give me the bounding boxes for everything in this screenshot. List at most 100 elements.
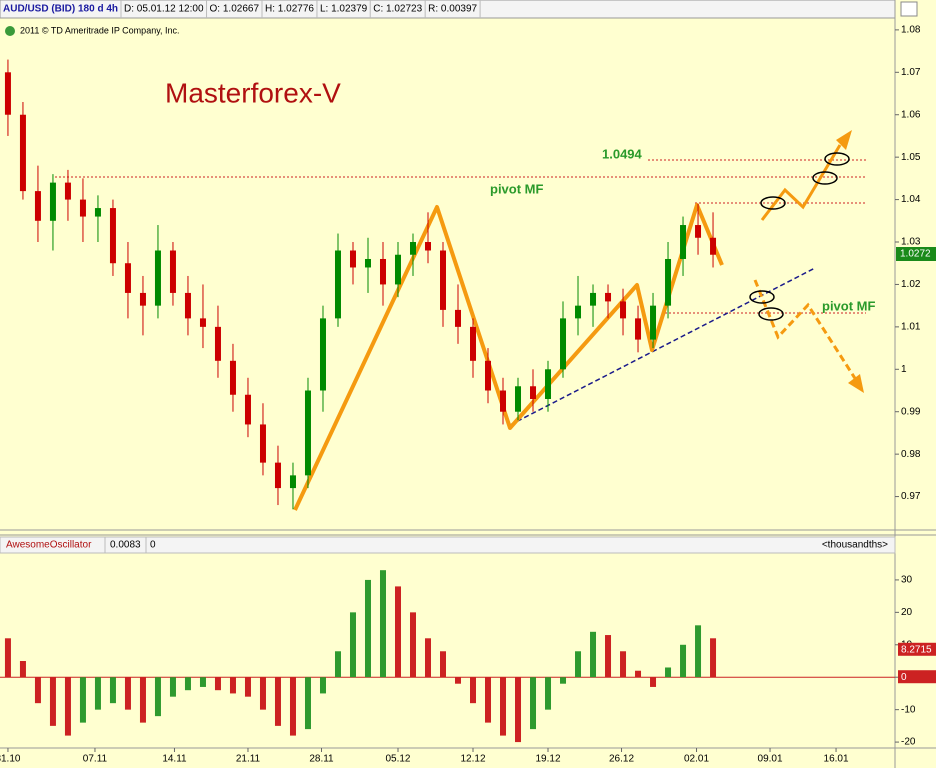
bar: [650, 677, 657, 687]
candle-body: [274, 462, 281, 489]
candle-body: [79, 199, 86, 217]
candle-body: [199, 318, 206, 327]
candle-body: [515, 386, 522, 412]
candle-body: [34, 191, 41, 221]
marker-ellipse: [758, 307, 784, 321]
bar: [124, 677, 131, 710]
bar: [229, 677, 236, 694]
marker-ellipse: [824, 152, 850, 166]
candle-body: [154, 250, 161, 306]
marker-ellipse: [812, 171, 838, 185]
candle-body: [439, 250, 446, 310]
value-tag: [898, 670, 936, 684]
y-tick-label: 0.98: [901, 449, 921, 460]
x-tick-label: 12.12: [460, 754, 485, 765]
candle-body: [124, 263, 131, 293]
header-field: L: 1.02379: [320, 4, 368, 15]
bar: [139, 677, 146, 723]
trend-line: [509, 267, 816, 426]
candle-body: [319, 318, 326, 391]
x-tick-label: 07.11: [83, 754, 108, 765]
x-tick-label: 21.11: [236, 754, 261, 765]
header-field: AUD/USD (BID) 180 d 4h: [3, 4, 118, 15]
bar: [394, 586, 401, 678]
header-field: D: 05.01.12 12:00: [124, 4, 204, 15]
bar: [94, 677, 101, 710]
candle-body: [590, 292, 597, 306]
y-tick-label: 1.03: [901, 237, 921, 248]
pivot-label: pivot MF: [490, 181, 543, 196]
header-field: C: 1.02723: [373, 4, 422, 15]
candle-body: [545, 369, 552, 399]
bar: [244, 677, 251, 697]
chart-title: Masterforex-V: [165, 77, 341, 108]
header-fields: AUD/USD (BID) 180 d 4h D: 05.01.12 12:00 O…: [3, 0, 481, 18]
y-tick-label: 1.05: [901, 152, 921, 163]
y-tick-label: 1: [901, 364, 907, 375]
marker-ellipse: [749, 290, 775, 304]
candle-body: [650, 305, 657, 340]
candle-body: [169, 250, 176, 293]
bar: [34, 677, 41, 704]
arrow-head: [848, 374, 864, 393]
copyright: 2011 © TD Ameritrade IP Company, Inc.: [20, 25, 180, 35]
bar: [439, 651, 446, 678]
candle-body: [349, 250, 356, 268]
y-tick-label: 20: [901, 607, 913, 618]
bar: [49, 677, 56, 726]
candle-body: [49, 182, 56, 221]
bar: [79, 677, 86, 723]
candle-body: [379, 258, 386, 285]
candle-body: [304, 390, 311, 476]
y-tick-label: 1.08: [901, 25, 921, 36]
candle-body: [635, 318, 642, 340]
y-tick-label: -20: [901, 737, 916, 748]
bar: [605, 635, 612, 678]
candle-body: [64, 182, 71, 200]
bar: [545, 677, 552, 710]
wave-line: [293, 203, 724, 511]
value-tag-label: 0: [901, 672, 907, 683]
candle-body: [184, 292, 191, 319]
x-tick-label: 02.01: [684, 754, 709, 765]
candle-body: [94, 208, 101, 217]
analysis-drawings: [55, 130, 866, 511]
value-tag-label: 8.2715: [901, 644, 932, 655]
forecast-up: [760, 144, 842, 221]
bar: [169, 677, 176, 697]
bar: [409, 612, 416, 678]
candle-body: [289, 475, 296, 489]
candle-body: [695, 225, 702, 238]
candle-body: [109, 208, 116, 264]
candle-body: [575, 305, 582, 319]
x-tick-label: 05.12: [385, 754, 410, 765]
osc-readout: 0: [150, 540, 156, 551]
y-tick-label: -10: [901, 704, 916, 715]
bar: [274, 677, 281, 726]
price-tag: [896, 247, 936, 261]
y-tick-label: 1.07: [901, 67, 921, 78]
bar: [199, 677, 206, 687]
settings-icon[interactable]: [900, 1, 918, 17]
header-field: O: 1.02667: [210, 4, 260, 15]
bar: [515, 677, 522, 743]
candle-body: [394, 254, 401, 285]
candle-body: [409, 242, 416, 255]
candle-body: [424, 242, 431, 251]
bar: [319, 677, 326, 694]
bar: [695, 625, 702, 678]
candle-body: [259, 424, 266, 463]
bar: [334, 651, 341, 678]
bar: [259, 677, 266, 710]
x-tick-label: 28.11: [309, 754, 334, 765]
bar: [680, 644, 687, 678]
value-tag: [898, 642, 936, 656]
bar: [109, 677, 116, 704]
y-tick-label: 0.99: [901, 406, 921, 417]
bar: [424, 638, 431, 678]
y-tick-label: 1.04: [901, 194, 921, 205]
header-field: R: 0.00397: [428, 4, 477, 15]
candle-body: [19, 114, 26, 192]
